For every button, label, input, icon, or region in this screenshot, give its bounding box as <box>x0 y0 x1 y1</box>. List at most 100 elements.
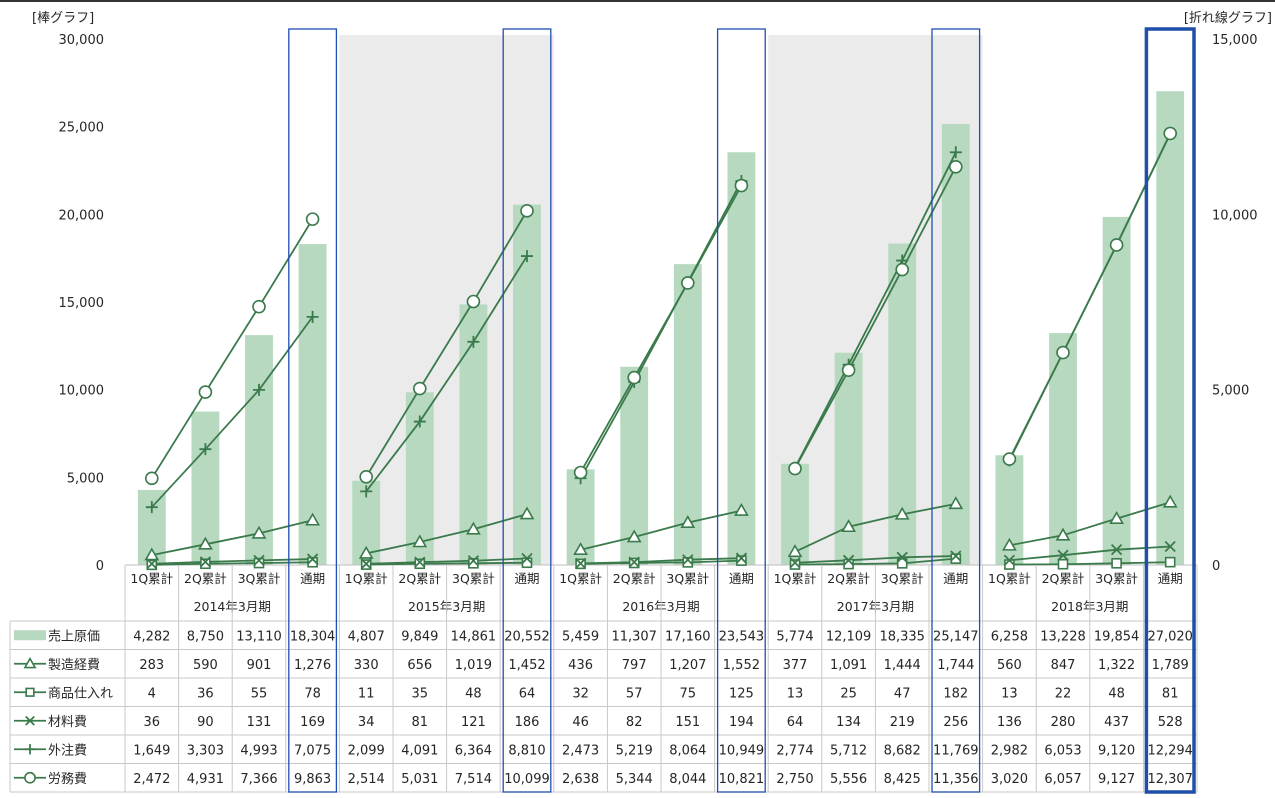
circle-marker <box>412 381 427 396</box>
table-cell: 377 <box>783 658 808 673</box>
series-line <box>151 561 313 566</box>
plus-marker <box>413 415 426 428</box>
table-cell: 330 <box>354 658 379 673</box>
table-cell: 20,552 <box>504 629 550 644</box>
table-cell: 151 <box>675 715 700 730</box>
circle-marker <box>24 771 36 784</box>
x-marker <box>253 554 265 567</box>
series-line <box>365 210 528 478</box>
x-marker <box>950 550 962 562</box>
triangle-marker <box>948 496 964 510</box>
plus-marker <box>467 335 480 348</box>
square-marker <box>25 687 35 697</box>
left-axis-label: [棒グラフ] <box>32 11 94 26</box>
table-cell: 7,366 <box>240 772 277 787</box>
table-cell: 134 <box>836 715 861 730</box>
table-cell: 57 <box>626 686 643 701</box>
legend-label: 材料費 <box>48 715 87 730</box>
annual-column-highlight <box>931 28 981 793</box>
table-cell: 18,335 <box>879 629 925 644</box>
table-cell: 5,556 <box>830 772 867 787</box>
table-cell: 4 <box>148 686 156 701</box>
triangle-marker <box>573 542 588 556</box>
bar <box>941 124 970 565</box>
circle-marker <box>948 159 963 174</box>
table-cell: 4,282 <box>133 629 170 644</box>
table-cell: 13,110 <box>236 629 282 644</box>
table-cell: 6,053 <box>1044 743 1081 758</box>
triangle-marker <box>1162 494 1178 508</box>
right-axis-label: [折れ線グラフ] <box>1184 10 1272 26</box>
plus-marker <box>306 310 319 323</box>
table-cell: 78 <box>304 686 321 701</box>
square-marker <box>414 558 426 570</box>
table-cell: 8,682 <box>884 743 921 758</box>
series-line <box>1009 545 1171 562</box>
table-cell: 6,364 <box>455 743 492 758</box>
circle-marker <box>466 294 481 309</box>
circle-marker <box>734 178 749 193</box>
quarter-label: 3Q累計 <box>1095 571 1138 586</box>
x-marker <box>360 558 372 570</box>
triangle-marker <box>23 657 37 669</box>
series-line <box>794 557 956 566</box>
table-cell: 5,774 <box>776 629 813 644</box>
quarter-label: 1Q累計 <box>559 571 602 586</box>
table-cell: 19,854 <box>1094 629 1140 644</box>
table-cell: 2,774 <box>776 743 813 758</box>
quarter-label: 2Q累計 <box>398 571 441 586</box>
table-cell: 6,057 <box>1044 772 1081 787</box>
triangle-marker <box>1109 511 1124 524</box>
table-cell: 9,863 <box>294 772 331 787</box>
table-cell: 256 <box>943 715 968 730</box>
table-cell: 46 <box>572 715 589 730</box>
table-cell: 2,750 <box>776 772 813 787</box>
left-tick-label: 30,000 <box>59 33 105 48</box>
table-cell: 121 <box>461 715 486 730</box>
table-cell: 1,322 <box>1098 658 1135 673</box>
plus-marker <box>199 443 212 456</box>
square-marker <box>950 553 962 564</box>
square-marker <box>1164 556 1176 568</box>
table-cell: 9,127 <box>1098 772 1135 787</box>
table-cell: 560 <box>997 658 1022 673</box>
series-line <box>794 555 956 564</box>
legend-label: 商品仕入れ <box>48 686 113 701</box>
legend-bar-key <box>14 630 46 641</box>
square-marker <box>468 558 479 569</box>
series-line <box>580 509 742 551</box>
table-cell: 13 <box>787 686 804 701</box>
table-cell: 5,031 <box>401 772 438 787</box>
square-marker <box>896 558 908 569</box>
table-cell: 5,219 <box>616 743 653 758</box>
table-cell: 437 <box>1104 715 1129 730</box>
table-cell: 2,982 <box>991 743 1028 758</box>
table-cell: 5,712 <box>830 743 867 758</box>
series-line <box>1009 561 1171 566</box>
bar <box>1156 91 1185 566</box>
legend-label: 労務費 <box>48 772 87 787</box>
plus-marker <box>253 383 265 396</box>
table-cell: 7,514 <box>455 772 492 787</box>
table-cell: 81 <box>412 715 429 730</box>
quarter-label: 1Q累計 <box>774 571 817 586</box>
triangle-marker <box>358 545 374 559</box>
table-cell: 219 <box>890 715 915 730</box>
table-cell: 4,807 <box>348 629 385 644</box>
table-cell: 47 <box>894 686 911 701</box>
square-marker <box>682 557 694 568</box>
table-cell: 1,091 <box>830 658 867 673</box>
table-cell: 8,064 <box>669 743 706 758</box>
table-cell: 656 <box>407 658 432 673</box>
circle-marker <box>359 470 374 484</box>
table-cell: 8,425 <box>884 772 921 787</box>
circle-marker <box>1163 126 1177 141</box>
series-line <box>151 519 313 556</box>
table-cell: 280 <box>1051 715 1076 730</box>
series-line <box>579 185 743 473</box>
triangle-marker <box>734 502 749 516</box>
quarter-label: 通期 <box>729 571 754 586</box>
x-marker <box>1110 544 1123 556</box>
table-cell: 136 <box>997 715 1022 730</box>
